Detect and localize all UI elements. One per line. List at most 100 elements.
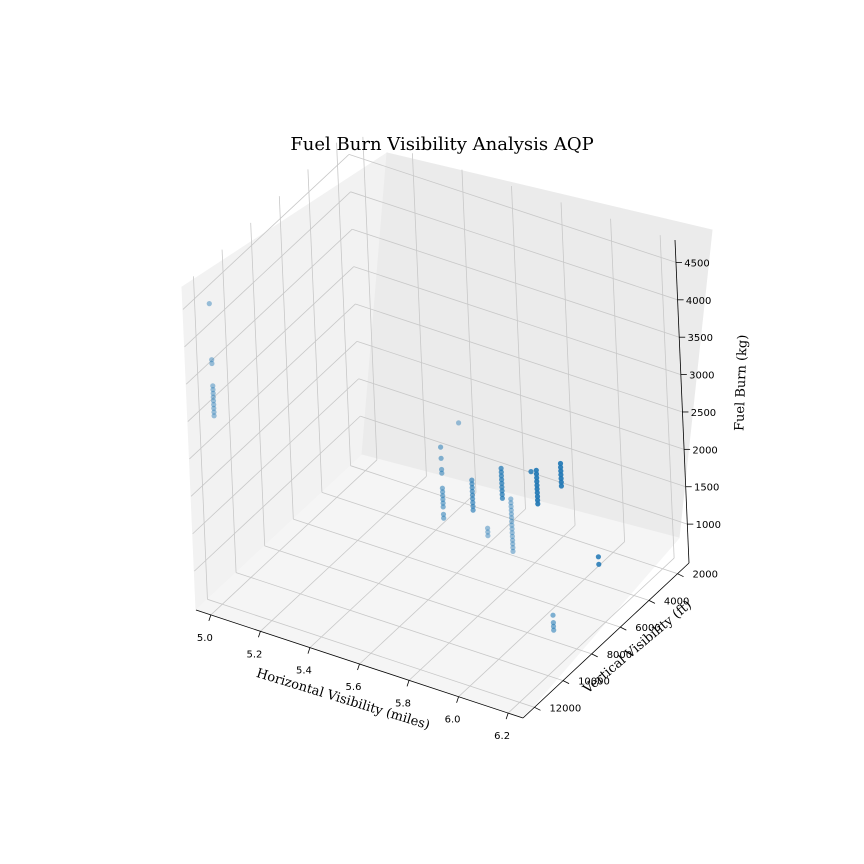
scatter-point — [499, 488, 505, 494]
y-gridline — [250, 222, 266, 546]
z-tick-label: 1500 — [694, 483, 719, 494]
scatter-point — [469, 481, 475, 487]
scatter-point — [509, 522, 515, 528]
scatter-point — [209, 357, 215, 363]
x-gridline — [507, 557, 675, 714]
scatter-point — [533, 467, 539, 473]
scatter-point — [485, 533, 491, 539]
z-axis-line — [674, 239, 690, 564]
z-tick-label: 2500 — [691, 408, 716, 419]
scatter-point — [211, 413, 217, 419]
z-tick-label: 4500 — [684, 258, 709, 269]
scatter-point — [470, 503, 476, 509]
scatter-point — [557, 460, 564, 467]
scatter-point — [211, 402, 217, 408]
z-tick-label: 4000 — [686, 296, 711, 307]
scatter-point — [210, 383, 216, 389]
scatter-point — [498, 465, 504, 471]
scatter-point — [528, 469, 534, 475]
scatter-point — [509, 515, 515, 521]
x-tick-label: 5.4 — [296, 666, 312, 677]
scatter-point — [438, 444, 444, 450]
scatter-point — [508, 511, 514, 517]
data-points — [206, 301, 602, 633]
z-gridline — [194, 415, 361, 572]
x-tick — [505, 712, 509, 720]
y-tick-label: 4000 — [664, 596, 689, 607]
x-gridline — [309, 492, 477, 648]
scatter-point — [550, 623, 557, 630]
scatter-point — [469, 485, 475, 491]
y-tick-label: 12000 — [549, 703, 581, 714]
x-tick-label: 5.6 — [346, 682, 362, 693]
axes-panes — [181, 152, 713, 719]
z-gridline — [184, 191, 351, 348]
z-gridline — [360, 415, 688, 525]
z-axis-label: Fuel Burn (kg) — [732, 334, 750, 431]
y-tick — [534, 706, 541, 711]
scatter-point — [509, 530, 515, 536]
z-gridline — [355, 303, 683, 413]
tick-marks — [208, 262, 694, 720]
y-tick-label: 2000 — [693, 570, 718, 581]
x-tick — [406, 680, 410, 687]
scatter-point — [534, 490, 540, 496]
scatter-point — [470, 507, 476, 513]
grid-lines — [182, 136, 688, 714]
scatter-point — [534, 475, 540, 481]
z-tick-label: 3000 — [689, 371, 714, 382]
scatter-point — [209, 360, 215, 367]
y-tick — [677, 573, 684, 578]
scatter-point — [510, 541, 516, 547]
scatter-point — [550, 612, 556, 618]
scatter-point — [439, 470, 445, 476]
scatter-point — [508, 507, 514, 513]
z-gridline — [356, 340, 685, 450]
scatter-point — [558, 479, 564, 485]
y-tick-label: 6000 — [635, 623, 660, 634]
x-gridline — [260, 475, 427, 632]
x-gridline — [659, 235, 675, 559]
x-tick — [456, 696, 459, 703]
chart-title: Fuel Burn Visibility Analysis AQP — [290, 134, 593, 155]
x-gridline — [560, 202, 576, 526]
z-tick-label: 1000 — [696, 520, 721, 531]
z-gridline — [353, 266, 681, 375]
scatter-point — [485, 525, 491, 531]
y-gridline — [193, 276, 208, 600]
z-tick-label: 3500 — [687, 333, 712, 344]
z-gridline — [187, 266, 355, 422]
x-tick — [357, 663, 360, 671]
scatter-point — [509, 518, 515, 525]
scatter-point — [440, 493, 446, 499]
scatter-point — [533, 471, 540, 477]
scatter-point — [508, 500, 514, 506]
tick-labels: 5.0 5.2 5.4 5.6 5.8 6.0 6.2 2000 4000 6000 8000 100… — [197, 258, 721, 742]
scatter-point — [211, 405, 217, 411]
scatter-point — [534, 486, 540, 492]
scatter-point — [210, 387, 216, 393]
scatter-point — [210, 394, 216, 400]
scatter-point — [440, 496, 446, 502]
x-gridline — [359, 508, 526, 665]
scatter-point — [470, 496, 476, 502]
y-gridline — [264, 545, 592, 655]
z-gridline — [352, 228, 680, 338]
x-gridline — [210, 459, 378, 616]
scatter-point — [558, 475, 564, 482]
scatter-point — [535, 497, 541, 503]
scatter-point — [535, 501, 541, 507]
scatter-point — [558, 472, 564, 478]
scatter-point — [441, 515, 447, 521]
x-tick-label: 5.2 — [246, 649, 262, 660]
scatter-point — [550, 620, 557, 626]
scatter-point — [534, 482, 540, 488]
scatter-point — [510, 548, 516, 555]
y-tick — [648, 600, 656, 604]
x-tick — [307, 647, 311, 654]
scatter-point — [499, 477, 505, 483]
scatter-point — [499, 491, 505, 498]
x-tick — [258, 631, 261, 638]
x-tick-label: 6.2 — [494, 731, 510, 742]
